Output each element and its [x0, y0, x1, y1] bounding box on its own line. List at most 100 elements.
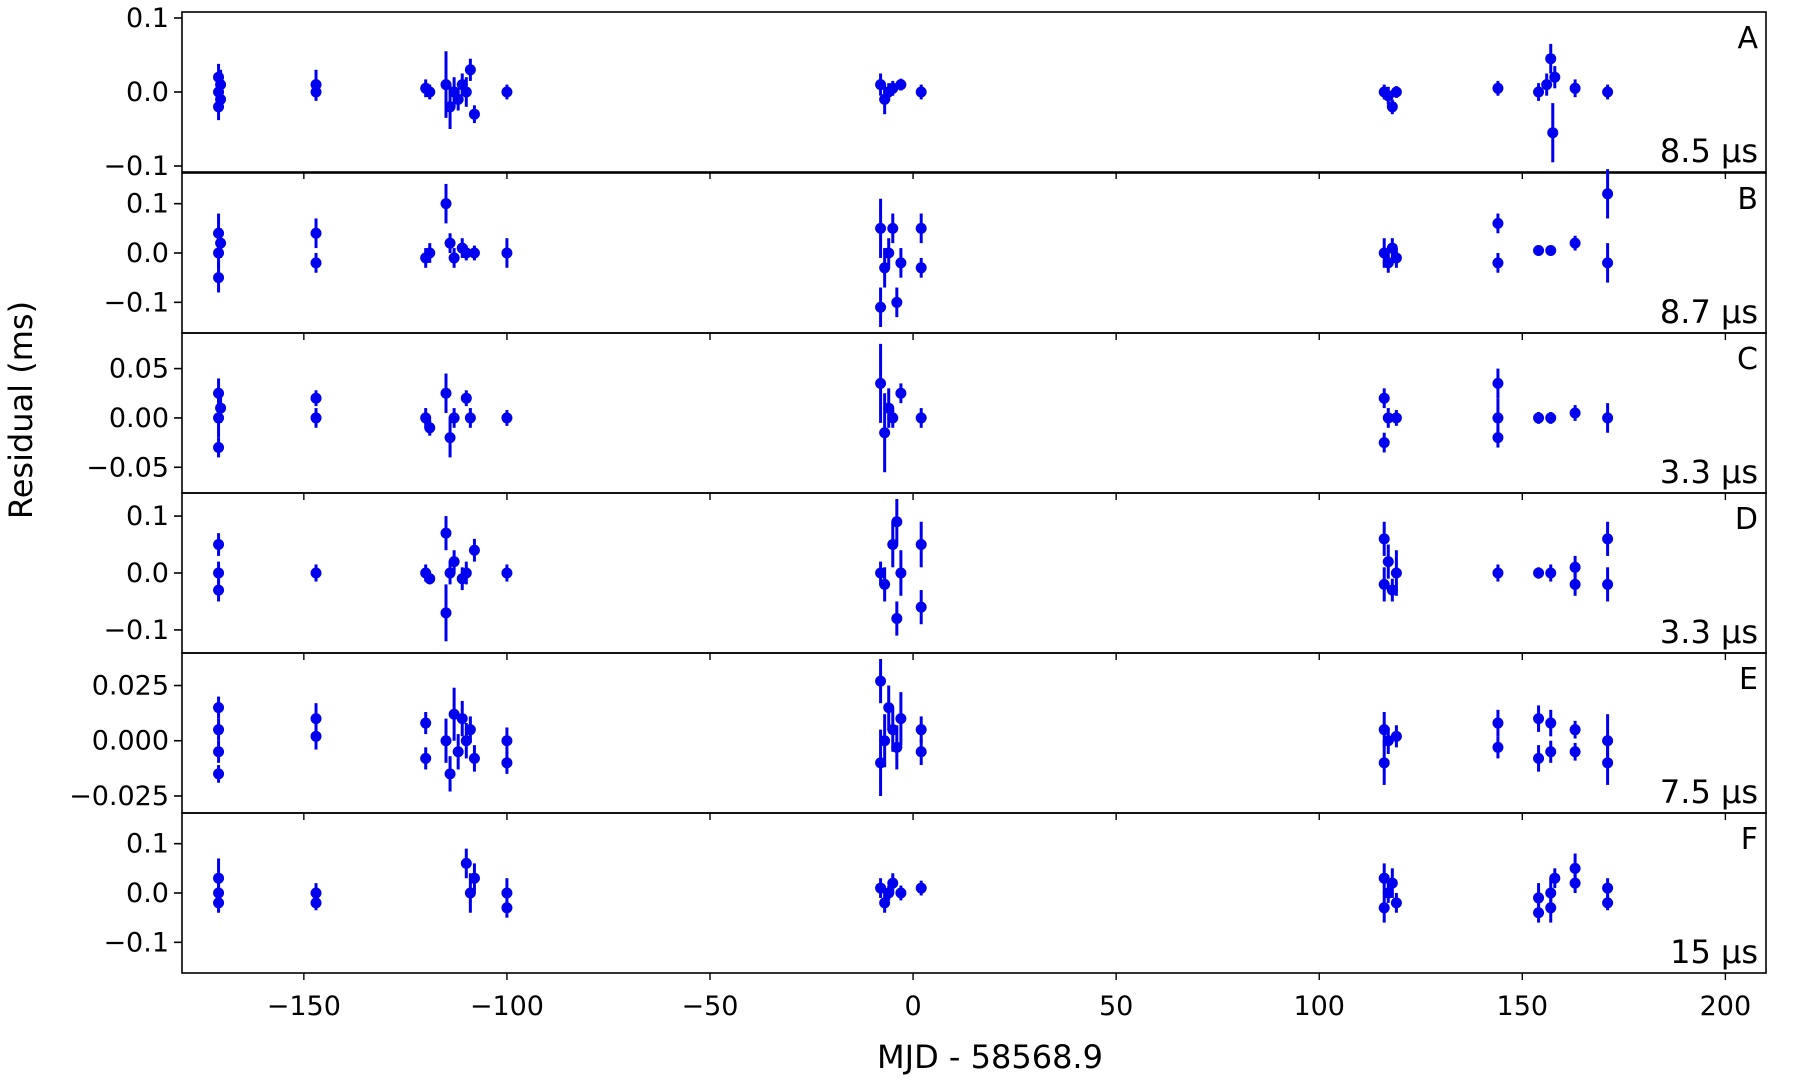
panels-layer: −0.1 0.0 0.1 A 8.5 µs −0.1 0.0 0.1 B 8.7 µs −0.05 0…: [69, 3, 1767, 980]
data-point: [879, 578, 891, 590]
data-point: [213, 567, 225, 579]
data-point: [1533, 907, 1545, 919]
data-point: [213, 227, 225, 239]
data-point: [1549, 872, 1561, 884]
data-point: [1492, 217, 1504, 229]
data-point: [1545, 902, 1557, 914]
data-point: [1545, 53, 1557, 65]
x-axis: −150 −100 −50 0 50 100 150 200: [267, 991, 1751, 1022]
data-point: [1602, 257, 1614, 269]
data-point: [1492, 412, 1504, 424]
data-point: [1569, 578, 1581, 590]
panel-frame: [181, 172, 1767, 334]
x-tick-label: 0: [904, 991, 921, 1022]
y-tick-label: 0.000: [92, 726, 169, 757]
data-point: [1378, 902, 1390, 914]
x-tick-label: 200: [1700, 991, 1752, 1022]
x-tick-label: −150: [267, 991, 341, 1022]
data-point: [213, 897, 225, 909]
data-point: [464, 64, 476, 76]
data-point: [1545, 717, 1557, 729]
data-point: [310, 730, 322, 742]
data-point: [1547, 127, 1559, 139]
data-point: [215, 79, 227, 91]
data-point: [468, 752, 480, 764]
data-point: [448, 412, 460, 424]
data-point: [310, 257, 322, 269]
data-point: [1545, 567, 1557, 579]
data-point: [1569, 877, 1581, 889]
data-point: [1533, 567, 1545, 579]
y-tick-label: −0.1: [103, 927, 169, 958]
x-axis-title: MJD - 58568.9: [877, 1038, 1103, 1076]
data-point: [915, 222, 927, 234]
data-point: [310, 227, 322, 239]
data-point: [1492, 741, 1504, 753]
data-point: [440, 527, 452, 539]
x-tick-label: −50: [682, 991, 739, 1022]
data-point: [895, 387, 907, 399]
data-point: [1569, 82, 1581, 94]
panel-c: −0.05 0.00 0.05 C 3.3 µs: [86, 332, 1767, 500]
data-point: [1533, 412, 1545, 424]
data-point: [883, 247, 895, 259]
data-point: [887, 412, 899, 424]
data-point: [1378, 533, 1390, 545]
data-point: [460, 857, 472, 869]
data-point: [464, 412, 476, 424]
data-point: [1602, 578, 1614, 590]
data-point: [213, 724, 225, 736]
panel-b: −0.1 0.0 0.1 B 8.7 µs: [103, 169, 1767, 340]
data-point: [895, 257, 907, 269]
data-point: [1382, 257, 1394, 269]
data-point: [1492, 432, 1504, 444]
data-point: [424, 86, 436, 98]
data-point: [1545, 245, 1557, 257]
data-point: [501, 247, 513, 259]
panel-frame: [181, 11, 1767, 173]
data-point: [501, 735, 513, 747]
data-point: [1382, 735, 1394, 747]
data-point: [1602, 897, 1614, 909]
data-point: [460, 392, 472, 404]
data-point: [915, 746, 927, 758]
data-point: [891, 613, 903, 625]
panel-letter: B: [1737, 182, 1758, 217]
data-point: [424, 573, 436, 585]
y-tick-label: 0.0: [126, 558, 169, 589]
data-point: [875, 882, 887, 894]
data-point: [895, 79, 907, 91]
data-point: [1382, 556, 1394, 568]
panel-f: −0.1 0.0 0.1 F 15 µs: [103, 812, 1767, 980]
data-point: [1492, 567, 1504, 579]
data-point: [448, 252, 460, 264]
panel-letter: C: [1737, 342, 1758, 377]
data-point: [1378, 578, 1390, 590]
data-point: [1541, 79, 1553, 91]
data-point: [1533, 86, 1545, 98]
data-point: [420, 717, 432, 729]
data-point: [456, 713, 468, 725]
data-point: [501, 86, 513, 98]
data-point: [1390, 897, 1402, 909]
rms-label: 15 µs: [1670, 933, 1758, 971]
data-point: [1386, 101, 1398, 113]
data-point: [213, 247, 225, 259]
data-point: [1533, 245, 1545, 257]
data-point: [213, 768, 225, 780]
data-point: [468, 247, 480, 259]
data-point: [1545, 412, 1557, 424]
data-point: [310, 412, 322, 424]
data-point: [213, 387, 225, 399]
rms-label: 8.7 µs: [1660, 293, 1758, 331]
data-point: [1533, 713, 1545, 725]
data-point: [468, 544, 480, 556]
y-tick-label: 0.0: [126, 878, 169, 909]
panel-d: −0.1 0.0 0.1 D 3.3 µs: [103, 492, 1767, 660]
data-point: [213, 702, 225, 714]
data-point: [468, 108, 480, 120]
y-tick-label: 0.0: [126, 77, 169, 108]
data-point: [468, 872, 480, 884]
y-tick-label: 0.00: [109, 403, 169, 434]
